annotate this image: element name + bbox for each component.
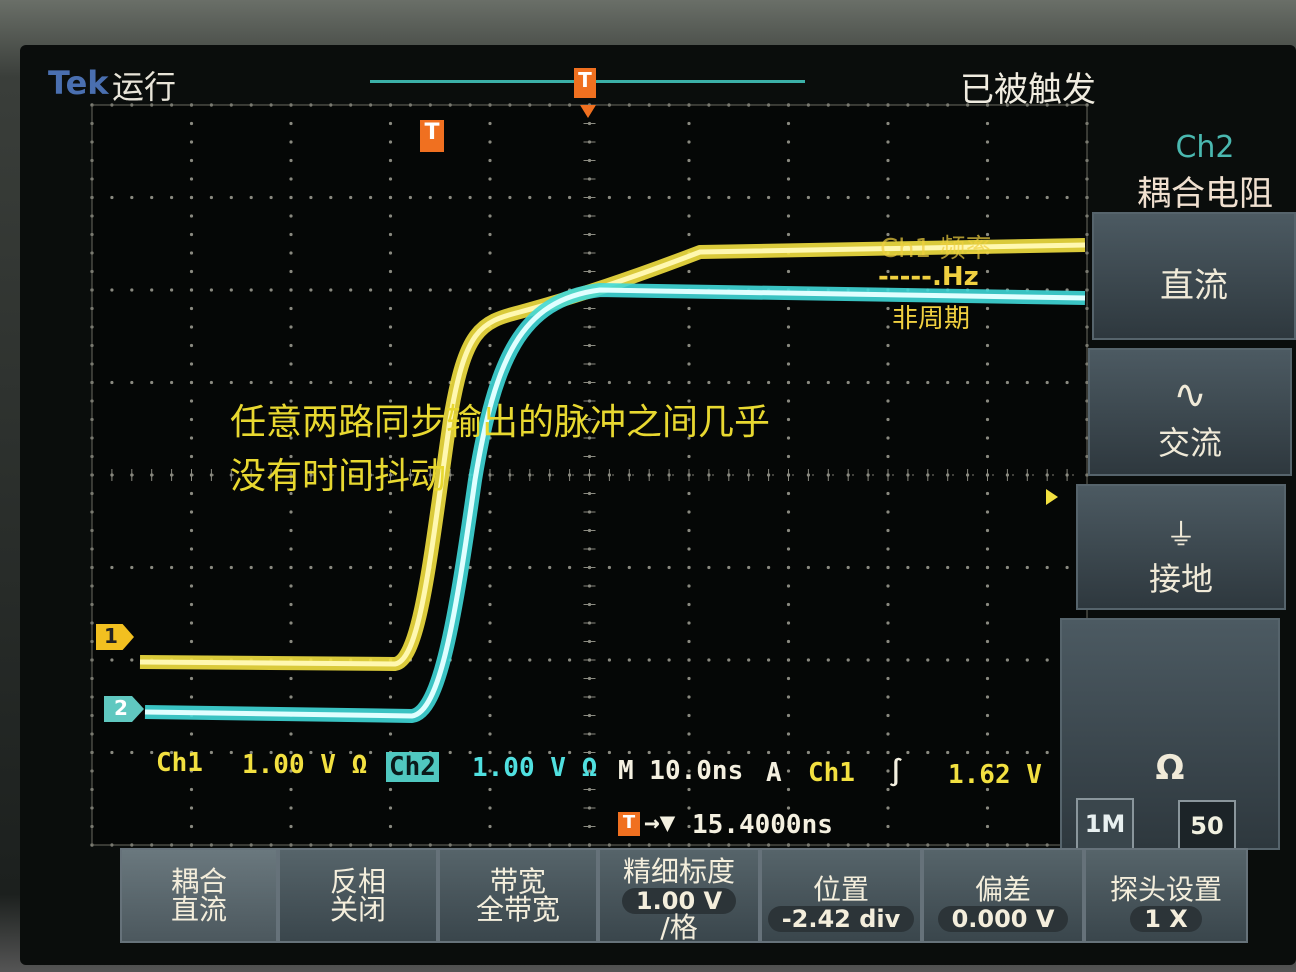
menu-label: 精细标度 [622, 855, 735, 888]
trigger-marker: T [420, 120, 444, 152]
brand-logo: Tek [48, 64, 109, 102]
bottom-menu-button-4[interactable]: 位置 -2.42 div [760, 848, 922, 943]
menu-value: -2.42 div [767, 906, 915, 932]
bottom-menu-button-5[interactable]: 偏差 0.000 V [922, 848, 1084, 943]
ch2-label: Ch2 [386, 752, 439, 782]
menu-label: 带宽 [489, 865, 546, 898]
ch2-scale: 1.00 V Ω [472, 753, 598, 783]
trigger-time-marker [580, 105, 596, 118]
menu-value: 1 X [1130, 906, 1202, 932]
annotation-text: 任意两路同步输出的脉冲之间几乎 没有时间抖动 [230, 396, 770, 504]
menu-label: 耦合 [170, 865, 227, 898]
menu-value: 0.000 V [937, 906, 1069, 932]
menu-sublabel: /格 [660, 911, 698, 944]
bottom-menu-button-6[interactable]: 探头设置 1 X [1084, 848, 1248, 943]
bottom-menu-button-2[interactable]: 带宽 全带宽 [438, 848, 598, 943]
trigger-state: 已被触发 [960, 70, 1096, 110]
trigger-position-marker: T [574, 68, 596, 98]
bottom-menu-button-1[interactable]: 反相 关闭 [278, 848, 438, 943]
menu-sublabel: 直流 [170, 893, 227, 926]
trigger-level: 1.62 V [948, 760, 1042, 790]
coupling-ac-label: 交流 [1157, 424, 1222, 462]
menu-sublabel: 全带宽 [475, 893, 560, 926]
trigger-level-marker [1046, 489, 1058, 505]
run-state: 运行 [112, 68, 177, 106]
menu-value: 1.00 V [621, 888, 737, 914]
ground-icon: ⏚ [1166, 518, 1196, 553]
trigger-position-icon: T [618, 812, 640, 836]
menu-title: 耦合电阻 [1137, 174, 1273, 214]
menu-label: 反相 [329, 865, 386, 898]
menu-label: 探头设置 [1109, 873, 1222, 906]
bottom-menu-button-3[interactable]: 精细标度 1.00 V/格 [598, 848, 760, 943]
sine-icon: ∿ [1173, 372, 1207, 418]
impedance-1m-option[interactable]: 1M [1076, 798, 1134, 850]
impedance-50-option[interactable]: 50 [1178, 800, 1236, 852]
menu-label: 位置 [812, 873, 869, 906]
annotation-line-2: 没有时间抖动 [230, 456, 447, 497]
frequency-note: 非周期 [892, 304, 971, 334]
menu-channel: Ch2 [1175, 130, 1235, 165]
trigger-slope-icon: ∫ [888, 758, 904, 788]
ch1-label: Ch1 [156, 748, 203, 778]
bottom-menu-button-0[interactable]: 耦合 直流 [120, 848, 278, 943]
ch2-waveform-core [144, 287, 1086, 719]
frequency-value: -----.Hz [878, 262, 979, 292]
coupling-dc-label: 直流 [1160, 266, 1228, 306]
coupling-ac-button[interactable]: ∿ 交流 [1088, 348, 1292, 476]
timebase: M 10.0ns [618, 756, 744, 786]
frequency-label: Ch1 频率 [880, 234, 992, 264]
trigger-source: Ch1 [808, 758, 855, 788]
coupling-dc-button[interactable]: 直流 [1092, 212, 1296, 340]
graticule [90, 103, 1089, 847]
coupling-ground-button[interactable]: ⏚ 接地 [1076, 484, 1286, 610]
trigger-mode: A [766, 758, 782, 788]
menu-sublabel: 关闭 [329, 893, 386, 926]
menu-label: 偏差 [974, 873, 1031, 906]
annotation-line-1: 任意两路同步输出的脉冲之间几乎 [230, 402, 771, 443]
ch1-scale: 1.00 V Ω [242, 750, 368, 780]
ch1-waveform-core [139, 242, 1086, 667]
coupling-ground-label: 接地 [1148, 560, 1213, 598]
trigger-position: 15.4000ns [692, 810, 833, 840]
ohm-icon: Ω [1155, 748, 1185, 788]
